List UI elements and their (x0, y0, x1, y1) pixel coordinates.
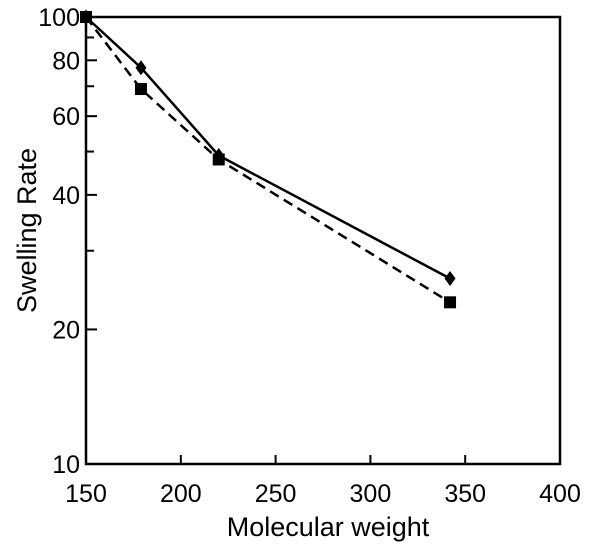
y-tick-label: 40 (52, 182, 80, 210)
plot-frame (84, 15, 562, 466)
y-tick-label: 100 (38, 4, 80, 32)
x-tick-label: 200 (160, 480, 202, 508)
y-tick-label: 20 (52, 316, 80, 344)
series-1-point (135, 60, 147, 76)
x-tick-label: 300 (350, 480, 392, 508)
series-2-point (212, 153, 225, 166)
x-tick-label: 250 (255, 480, 297, 508)
x-tick-label: 150 (65, 480, 107, 508)
series-2-line (85, 16, 451, 304)
y-tick-label: 80 (52, 47, 80, 75)
series-2-point (80, 11, 92, 23)
y-tick-label: 60 (52, 103, 80, 131)
y-axis-title: Swelling Rate (12, 148, 42, 313)
x-tick-label: 400 (539, 480, 581, 508)
axis-ticks: 150 200 250 300 350 400 10 20 40 60 80 100 (38, 4, 581, 508)
y-tick-label: 10 (52, 451, 80, 479)
x-axis-title: Molecular weight (227, 512, 430, 542)
axis-labels: Molecular weight Swelling Rate (12, 148, 430, 542)
plot-area-border (84, 15, 562, 466)
data-series (80, 9, 457, 309)
series-1-line (85, 16, 451, 280)
series-2-point (444, 296, 457, 309)
series-2-point (134, 83, 147, 96)
x-tick-label: 350 (444, 480, 486, 508)
series-1-point (444, 271, 456, 287)
